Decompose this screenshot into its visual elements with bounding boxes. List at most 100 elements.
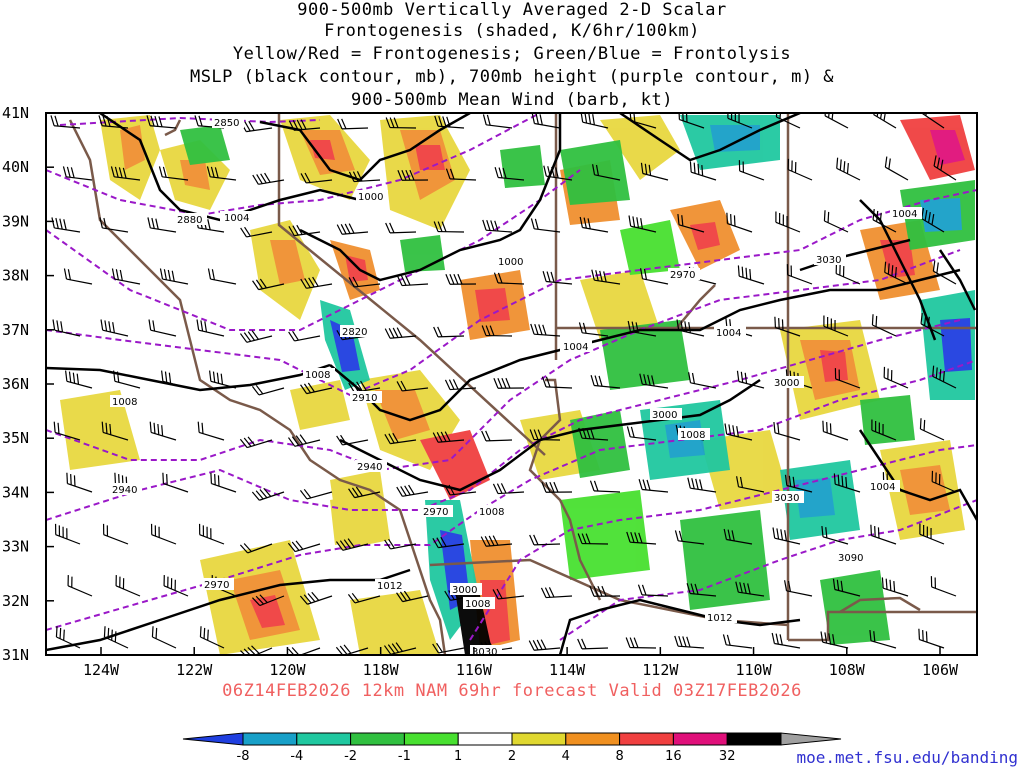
wind-barb <box>920 313 945 337</box>
wind-barb <box>240 226 273 238</box>
lon-tick-label: 106W <box>922 661 959 679</box>
colorbar-segment <box>242 732 298 746</box>
wind-barb <box>932 260 957 285</box>
wind-barb <box>530 323 561 337</box>
wind-barb <box>543 165 573 181</box>
title-line-5: 900-500mb Mean Wind (barb, kt) <box>350 90 674 110</box>
mslp-label: 1008 <box>680 430 705 441</box>
colorbar-segment <box>511 732 567 746</box>
colorbar-segment <box>296 732 352 746</box>
wind-barb <box>113 370 141 389</box>
wind-barb <box>493 272 525 285</box>
lat-tick-label: 32N <box>2 592 29 610</box>
wind-barb <box>299 488 333 500</box>
wind-barb <box>884 156 909 181</box>
height-label: 3000 <box>774 378 799 389</box>
wind-barb <box>821 526 849 545</box>
wind-barb <box>252 278 285 291</box>
wind-barb <box>530 218 561 233</box>
wind-barb <box>66 472 93 493</box>
wind-barb <box>287 434 321 447</box>
wind-barb <box>348 171 381 183</box>
height-label: 2850 <box>214 118 239 129</box>
wind-barb <box>151 626 177 649</box>
colorbar-label: 32 <box>719 749 736 764</box>
wind-barb <box>162 472 189 493</box>
lat-tick-label: 38N <box>2 267 29 285</box>
wind-barb <box>735 581 765 597</box>
wind-barb <box>444 379 477 391</box>
wind-barb <box>299 591 333 605</box>
wind-barb <box>62 166 93 181</box>
colorbar-segment <box>619 732 674 746</box>
wind-barb <box>871 419 897 441</box>
wind-barb <box>529 534 561 546</box>
wind-barb <box>577 638 609 650</box>
height-label: 2880 <box>177 215 202 226</box>
wind-barb <box>348 276 381 288</box>
wind-barb <box>736 476 765 493</box>
wind-barb <box>210 472 237 493</box>
wind-barb <box>288 330 321 342</box>
height-label: 2970 <box>670 270 695 281</box>
wind-barb <box>444 484 477 496</box>
wind-barb <box>348 486 381 499</box>
wind-barb <box>433 221 465 233</box>
wind-barb <box>686 583 717 597</box>
wind-barb <box>492 483 525 495</box>
height-label: 3090 <box>838 553 863 564</box>
height-label: 2970 <box>204 580 229 591</box>
wind-barb <box>628 215 657 233</box>
wind-barb <box>51 217 81 233</box>
wind-barb <box>300 382 333 395</box>
mslp-label: 1004 <box>716 328 741 339</box>
mslp-label: 1012 <box>377 581 402 592</box>
credit-link[interactable]: moe.met.fsu.edu/banding <box>796 748 1018 767</box>
colorbar-arrow-high <box>780 732 842 746</box>
wind-barb <box>736 370 765 389</box>
wind-barb <box>207 268 237 285</box>
wind-barb <box>480 535 513 547</box>
wind-barb <box>161 370 189 389</box>
wind-barb <box>869 630 897 649</box>
wind-barb <box>626 531 657 545</box>
wind-barb <box>111 268 141 285</box>
wind-barb <box>102 523 129 545</box>
wind-barb <box>445 168 477 181</box>
wind-barb <box>591 269 621 285</box>
lat-tick-label: 35N <box>2 429 29 447</box>
mslp-label: 1004 <box>224 213 249 224</box>
wind-barb <box>931 470 957 493</box>
wind-barb <box>529 429 561 441</box>
wind-barb <box>384 538 417 550</box>
wind-barb <box>397 169 429 181</box>
wind-barb <box>881 577 909 597</box>
wind-barb <box>737 265 765 285</box>
wind-barb <box>834 368 861 389</box>
wind-barb <box>787 158 813 181</box>
mslp-label: 1004 <box>563 342 588 353</box>
colorbar-segment <box>350 732 405 746</box>
wind-barb <box>336 434 369 446</box>
wind-barb <box>492 588 525 600</box>
longitude-axis: 124W 122W 120W 118W 116W 114W 112W 110W 108W 106W <box>83 647 959 679</box>
colorbar-label: 4 <box>562 749 570 764</box>
wind-barb <box>820 631 849 649</box>
height-label: 3000 <box>652 410 677 421</box>
wind-barb <box>251 384 285 396</box>
wind-barb <box>300 172 333 184</box>
colorbar-arrow-low <box>182 732 244 746</box>
wind-barb <box>239 543 273 554</box>
wind-barb <box>288 224 321 237</box>
wind-barb <box>775 211 801 233</box>
wind-barb <box>481 430 513 442</box>
wind-barb <box>772 527 801 545</box>
height-label: 2970 <box>423 507 448 518</box>
wind-barb <box>883 366 909 389</box>
colorbar-segment <box>403 732 459 746</box>
wind-barb <box>50 115 81 129</box>
wind-barb <box>542 271 573 285</box>
lon-tick-label: 124W <box>83 661 120 679</box>
wind-barb <box>482 219 513 233</box>
wind-barb <box>432 536 465 549</box>
